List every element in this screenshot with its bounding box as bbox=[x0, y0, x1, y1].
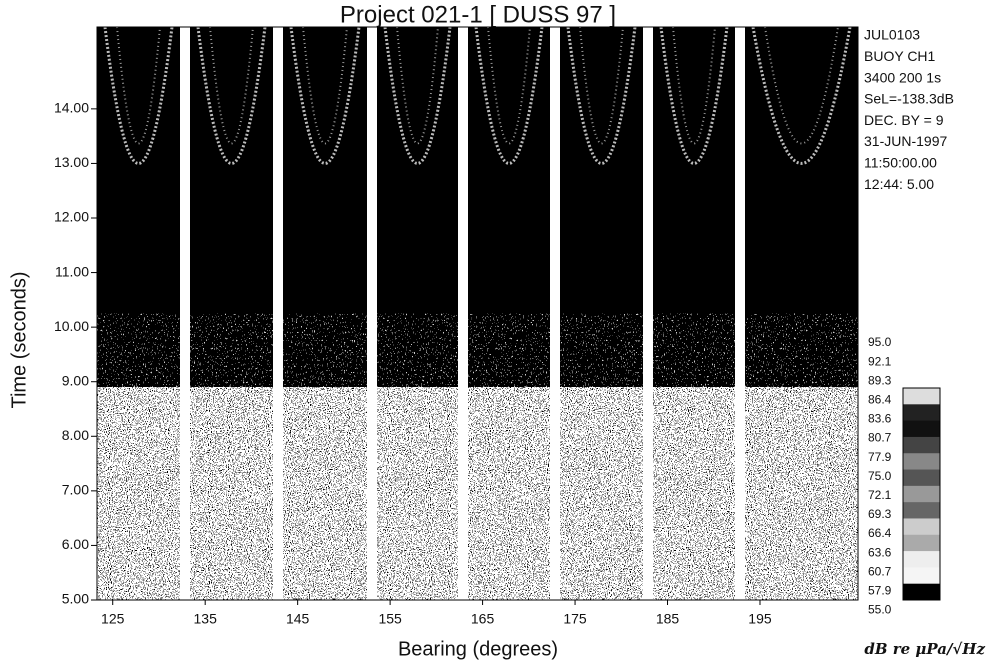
panel-noise-light bbox=[190, 387, 273, 600]
panel-gap bbox=[273, 27, 283, 600]
panel-gap bbox=[735, 27, 745, 600]
info-line: BUOY CH1 bbox=[864, 48, 936, 64]
y-tick-label: 13.00 bbox=[54, 154, 89, 170]
colorbar-segment bbox=[903, 404, 940, 422]
panel-noise-mid bbox=[283, 313, 367, 388]
panel-arc bbox=[751, 26, 852, 165]
colorbar-label: 55.0 bbox=[868, 603, 892, 617]
panel-noise-light bbox=[283, 387, 367, 600]
y-tick-label: 5.00 bbox=[62, 591, 89, 607]
colorbar-segment bbox=[903, 583, 940, 601]
panel-noise-mid bbox=[745, 313, 858, 388]
info-line: SeL=-138.3dB bbox=[864, 91, 954, 107]
y-axis-label: Time (seconds) bbox=[8, 271, 30, 408]
x-tick-label: 125 bbox=[101, 611, 125, 627]
panel-noise-light bbox=[560, 387, 643, 600]
info-line: 31-JUN-1997 bbox=[864, 133, 947, 149]
colorbar-label: 92.1 bbox=[868, 354, 892, 368]
panel-noise-mid bbox=[560, 313, 643, 388]
y-tick-label: 7.00 bbox=[62, 482, 89, 498]
colorbar-segment bbox=[903, 420, 940, 438]
colorbar-segment bbox=[903, 453, 940, 471]
panel-noise-mid bbox=[653, 313, 735, 388]
panel-gap bbox=[550, 27, 560, 600]
colorbar-segment bbox=[903, 436, 940, 454]
info-line: 11:50:00.00 bbox=[864, 155, 937, 171]
y-tick-label: 10.00 bbox=[54, 318, 89, 334]
info-line: 3400 200 1s bbox=[864, 69, 941, 85]
colorbar-label: 75.0 bbox=[868, 469, 892, 483]
x-tick-label: 175 bbox=[563, 611, 587, 627]
panel-gap bbox=[367, 27, 377, 600]
colorbar-unit: dB re μPa/√Hz bbox=[864, 640, 985, 658]
y-tick-label: 14.00 bbox=[54, 100, 89, 116]
y-tick-label: 9.00 bbox=[62, 372, 89, 388]
y-tick-label: 6.00 bbox=[62, 536, 89, 552]
panel-arc-inner bbox=[764, 26, 839, 145]
colorbar-segment bbox=[903, 388, 940, 405]
panel-noise-light bbox=[377, 387, 458, 600]
info-line: JUL0103 bbox=[864, 27, 920, 43]
panel-gap bbox=[180, 27, 190, 600]
colorbar-label: 72.1 bbox=[868, 488, 892, 502]
panel-gap bbox=[643, 27, 653, 600]
colorbar-label: 86.4 bbox=[868, 392, 892, 406]
colorbar-label: 63.6 bbox=[868, 545, 892, 559]
colorbar-label: 83.6 bbox=[868, 412, 892, 426]
panel-noise-mid bbox=[97, 313, 180, 388]
panel-noise-mid bbox=[468, 313, 550, 388]
y-tick-label: 11.00 bbox=[55, 263, 89, 279]
x-tick-label: 135 bbox=[194, 611, 218, 627]
colorbar-segment bbox=[903, 518, 940, 536]
x-tick-label: 165 bbox=[471, 611, 495, 627]
colorbar-label: 69.3 bbox=[868, 507, 892, 521]
x-axis-label: Bearing (degrees) bbox=[398, 638, 558, 660]
colorbar-segment bbox=[903, 567, 940, 585]
x-tick-label: 185 bbox=[656, 611, 680, 627]
panel-noise-mid bbox=[377, 313, 458, 388]
colorbar-label: 89.3 bbox=[868, 373, 892, 387]
plot-frame bbox=[96, 26, 859, 601]
panel-noise-light bbox=[745, 387, 858, 600]
y-tick-label: 12.00 bbox=[54, 209, 89, 225]
colorbar-segment bbox=[903, 551, 940, 568]
colorbar-segment bbox=[903, 469, 940, 487]
colorbar-segment bbox=[903, 502, 940, 519]
colorbar-label: 57.9 bbox=[868, 583, 892, 597]
colorbar-label: 60.7 bbox=[868, 564, 892, 578]
colorbar-label: 66.4 bbox=[868, 526, 892, 540]
panel-noise-light bbox=[468, 387, 550, 600]
info-line: DEC. BY = 9 bbox=[864, 112, 944, 128]
colorbar-segment bbox=[903, 485, 940, 503]
colorbar-segment bbox=[903, 534, 940, 552]
x-tick-label: 195 bbox=[748, 611, 772, 627]
x-tick-label: 145 bbox=[286, 611, 310, 627]
plot-area bbox=[97, 26, 858, 600]
panel-gap bbox=[458, 27, 468, 600]
y-tick-label: 8.00 bbox=[62, 427, 89, 443]
colorbar-label: 77.9 bbox=[868, 450, 892, 464]
colorbar-frame bbox=[902, 387, 941, 601]
chart-title: Project 021-1 [ DUSS 97 ] bbox=[340, 1, 616, 28]
info-line: 12:44: 5.00 bbox=[864, 176, 934, 192]
panel-noise-mid bbox=[190, 313, 273, 388]
panel-noise-light bbox=[653, 387, 735, 600]
colorbar-label: 95.0 bbox=[868, 335, 892, 349]
colorbar-label: 80.7 bbox=[868, 431, 892, 445]
panel-noise-light bbox=[97, 387, 180, 600]
x-tick-label: 155 bbox=[378, 611, 402, 627]
